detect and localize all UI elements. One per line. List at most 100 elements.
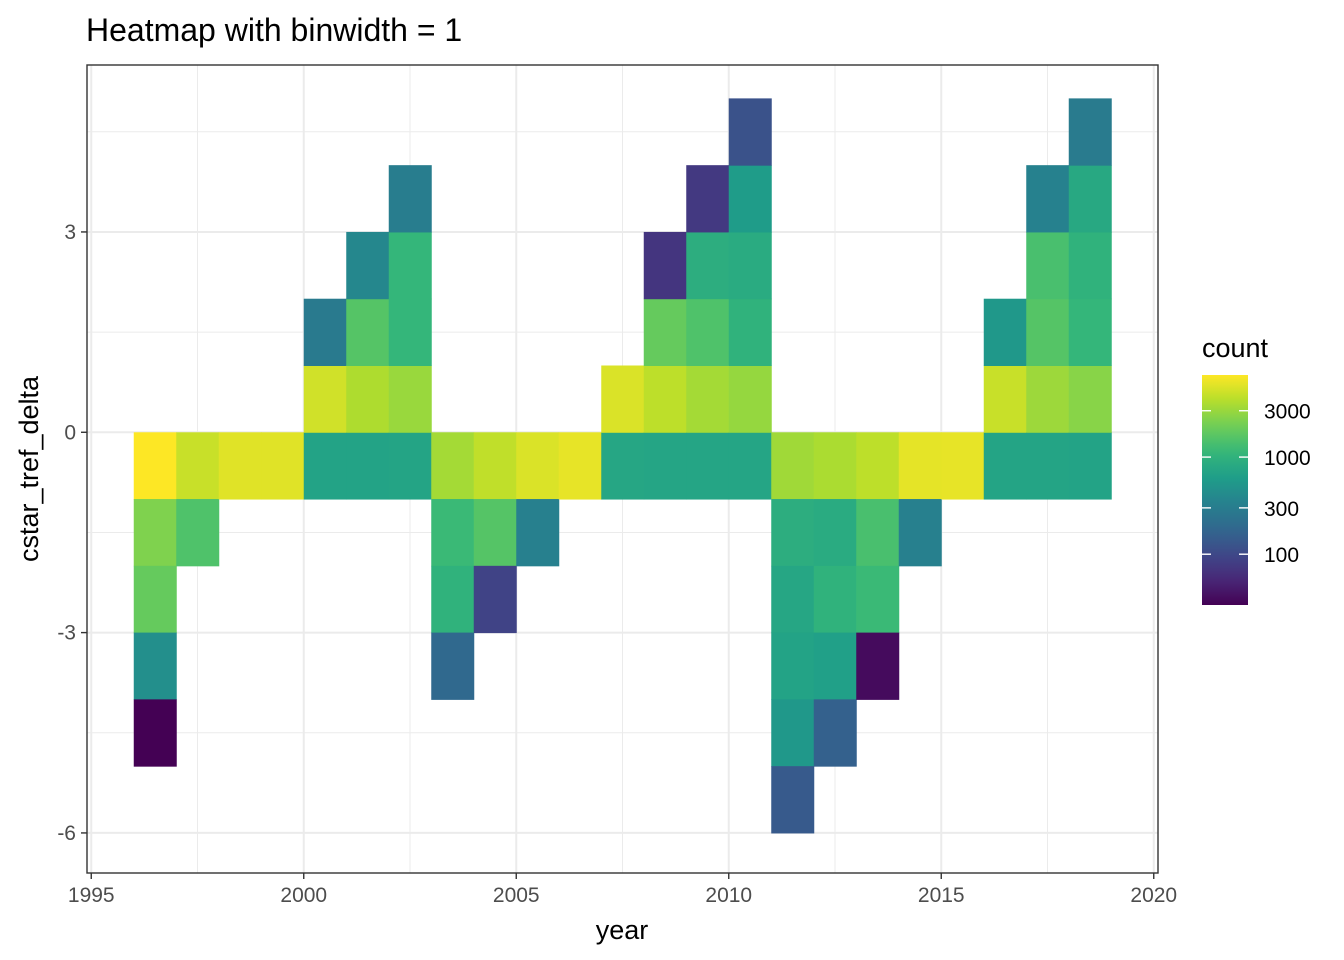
- heatmap-tile: [643, 432, 687, 500]
- heatmap-tile: [686, 298, 730, 366]
- heatmap-tile: [983, 365, 1027, 433]
- heatmap-tile: [346, 298, 390, 366]
- heatmap-tile: [1026, 432, 1070, 500]
- x-tick-label: 2020: [1130, 884, 1177, 907]
- heatmap-tile: [728, 98, 772, 166]
- heatmap-tile: [813, 632, 857, 700]
- heatmap-tile: [983, 432, 1027, 500]
- x-axis: 1995 2000 2005 2010 2015 2020: [68, 873, 1177, 907]
- heatmap-tile: [473, 499, 517, 567]
- x-tick-label: 2010: [705, 884, 752, 907]
- heatmap-tile: [601, 365, 645, 433]
- heatmap-tile: [133, 699, 177, 767]
- legend-title: count: [1202, 333, 1269, 363]
- heatmap-tile: [1026, 231, 1070, 300]
- heatmap-tile: [771, 766, 815, 834]
- heatmap-tile: [388, 231, 432, 300]
- y-axis: -6 -3 0 3: [57, 221, 87, 845]
- heatmap-tile: [176, 432, 220, 500]
- y-tick-label: 3: [64, 221, 76, 244]
- panel-border: [86, 64, 1159, 874]
- heatmap-tile: [856, 432, 900, 500]
- y-tick-label: -3: [57, 622, 76, 645]
- heatmap-tile: [346, 365, 390, 433]
- heatmap-tile: [431, 499, 475, 567]
- heatmap-tile: [133, 499, 177, 567]
- heatmap-tile: [1068, 432, 1112, 500]
- legend: count 100 300 1000 3000: [1202, 333, 1311, 605]
- heatmap-tile: [941, 432, 985, 500]
- heatmap-tile: [643, 298, 687, 366]
- heatmap-tile: [771, 499, 815, 567]
- heatmap-tile: [1026, 165, 1070, 233]
- heatmap-tile: [303, 365, 347, 433]
- heatmap-tile: [728, 298, 772, 366]
- heatmap-tile: [771, 699, 815, 767]
- heatmap-tile: [261, 432, 305, 500]
- heatmap-tile: [728, 432, 772, 500]
- heatmap-tile: [218, 432, 262, 500]
- heatmap-tile: [388, 298, 432, 366]
- y-axis-title: cstar_tref_delta: [14, 375, 44, 562]
- x-axis-title: year: [596, 915, 649, 945]
- heatmap-tile: [516, 432, 560, 500]
- heatmap-tile: [346, 432, 390, 500]
- heatmap-tile: [813, 432, 857, 500]
- heatmap-tile: [303, 298, 347, 366]
- heatmap-tile: [643, 365, 687, 433]
- heatmap-tile: [1068, 98, 1112, 166]
- legend-label: 100: [1264, 544, 1299, 567]
- heatmap-tile: [728, 231, 772, 300]
- heatmap-tile: [1026, 365, 1070, 433]
- legend-label: 1000: [1264, 447, 1311, 470]
- heatmap-tile: [813, 699, 857, 767]
- heatmap-tile: [176, 499, 220, 567]
- heatmap-tile: [728, 165, 772, 233]
- heatmap-tile: [303, 432, 347, 500]
- heatmap-tile: [1068, 298, 1112, 366]
- x-tick-label: 2015: [918, 884, 965, 907]
- heatmap-tile: [983, 298, 1027, 366]
- heatmap-tile: [1068, 231, 1112, 300]
- heatmap-tile: [388, 365, 432, 433]
- legend-label: 300: [1264, 498, 1299, 521]
- heatmap-tile: [686, 231, 730, 300]
- heatmap-tile: [473, 432, 517, 500]
- legend-colorbar: [1202, 375, 1248, 605]
- heatmap-tile: [558, 432, 602, 500]
- heatmap-tile: [601, 432, 645, 500]
- heatmap-tile: [388, 432, 432, 500]
- heatmap-tile: [473, 565, 517, 634]
- heatmap-tile: [686, 365, 730, 433]
- legend-label: 3000: [1264, 401, 1311, 424]
- heatmap-tile: [856, 565, 900, 634]
- heatmap-tile: [1068, 165, 1112, 233]
- heatmap-tile: [898, 499, 942, 567]
- heatmap-tile: [431, 632, 475, 700]
- heatmap-tile: [686, 165, 730, 233]
- x-tick-label: 2000: [280, 884, 327, 907]
- legend-ticks: 100 300 1000 3000: [1202, 401, 1311, 567]
- heatmap-tile: [728, 365, 772, 433]
- heatmap-tile: [771, 432, 815, 500]
- x-tick-label: 2005: [493, 884, 540, 907]
- heatmap-tile: [1026, 298, 1070, 366]
- heatmap-tile: [813, 499, 857, 567]
- heatmap-tile: [771, 632, 815, 700]
- x-tick-label: 1995: [68, 884, 115, 907]
- heatmap-tile: [516, 499, 560, 567]
- heatmap-tile: [1068, 365, 1112, 433]
- y-tick-label: 0: [64, 421, 76, 444]
- heatmap-tile: [431, 565, 475, 634]
- heatmap-tile: [771, 565, 815, 634]
- heatmap-tile: [856, 499, 900, 567]
- heatmap-tile: [431, 432, 475, 500]
- heatmap-tile: [813, 565, 857, 634]
- heatmap-tile: [856, 632, 900, 700]
- heatmap-tile: [643, 231, 687, 300]
- heatmap-tile: [686, 432, 730, 500]
- heatmap-tile: [133, 632, 177, 700]
- heatmap-tiles: [133, 98, 1112, 834]
- heatmap-tile: [388, 165, 432, 233]
